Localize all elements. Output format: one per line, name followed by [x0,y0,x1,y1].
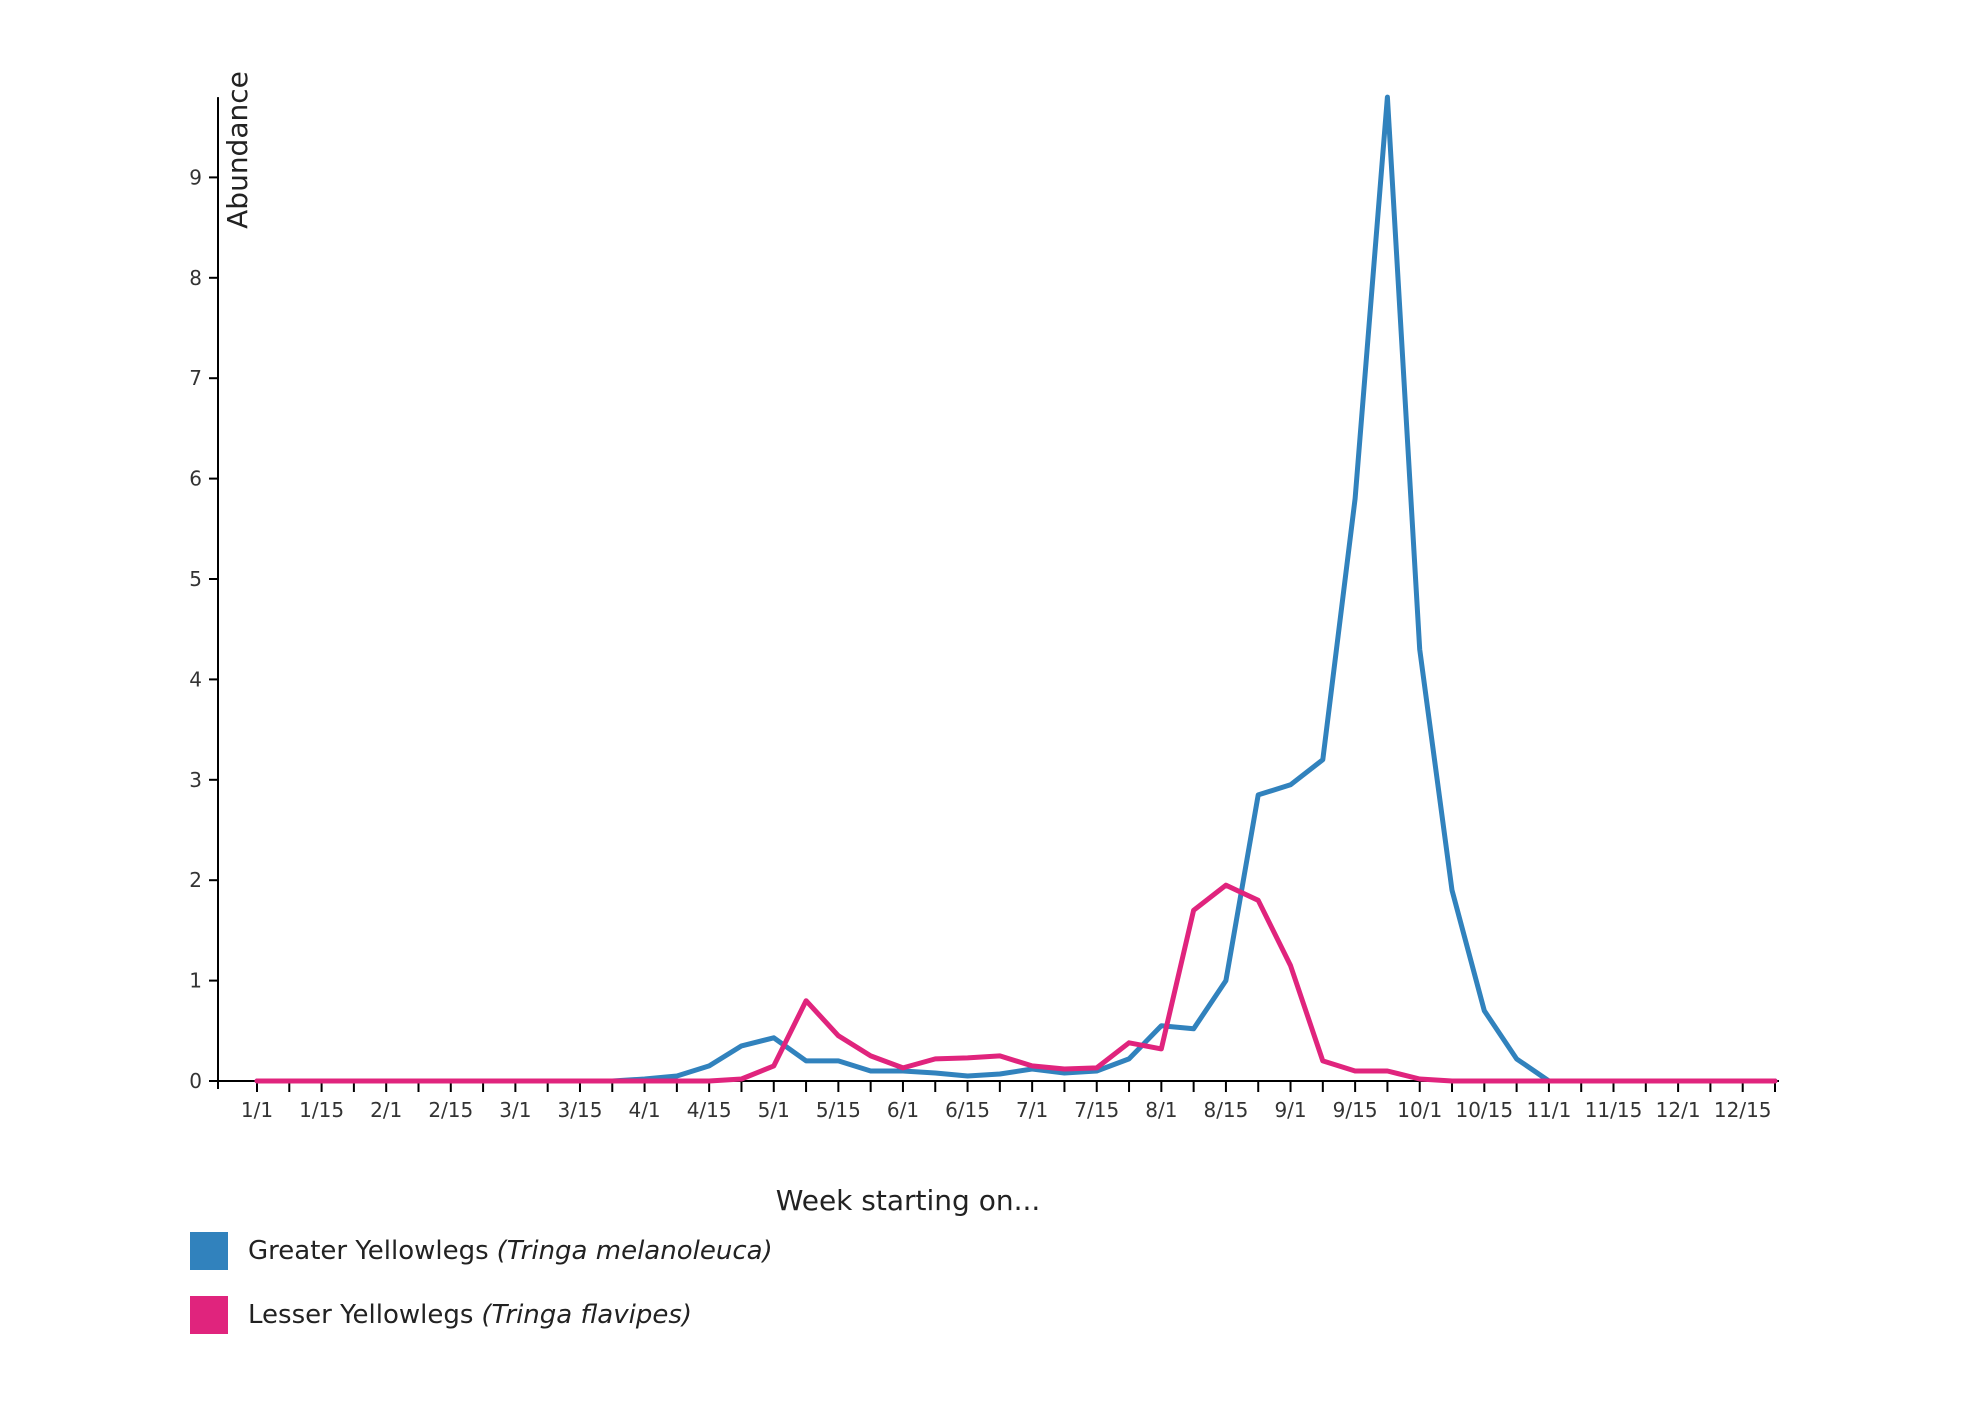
x-tick-label: 10/1 [1397,1098,1442,1122]
x-tick-label: 8/1 [1145,1098,1177,1122]
y-tick-label: 1 [189,969,202,993]
x-tick-label: 2/15 [428,1098,473,1122]
x-tick-label: 7/15 [1074,1098,1119,1122]
legend-scientific-name: (Tringa flavipes) [481,1300,693,1330]
x-tick-label: 3/15 [558,1098,603,1122]
x-tick-label: 12/1 [1656,1098,1701,1122]
y-tick-label: 2 [189,868,202,892]
x-tick-label: 1/15 [299,1098,344,1122]
x-tick-label: 9/15 [1333,1098,1378,1122]
x-axis: 1/1 1/15 2/1 2/15 3/1 3/15 4/1 4/15 5/1 5/15 6/1 6/… [218,1080,1779,1122]
y-tick-label: 4 [189,667,202,691]
x-tick-label: 11/1 [1526,1098,1571,1122]
legend-common-name: Greater Yellowlegs [248,1236,489,1266]
x-tick-label: 2/1 [370,1098,402,1122]
legend-item-lesser-yellowlegs[interactable]: Lesser Yellowlegs (Tringa flavipes) [190,1296,773,1334]
y-tick-label: 0 [189,1069,202,1093]
x-tick-label: 4/15 [687,1098,732,1122]
y-tick-label: 3 [189,768,202,792]
y-axis: 0 1 2 3 4 5 6 7 8 9 [189,97,219,1093]
x-tick-label: 6/15 [945,1098,990,1122]
series-lines [254,94,1778,1084]
x-tick-label: 1/1 [241,1098,273,1122]
x-tick-label: 9/1 [1274,1098,1306,1122]
y-axis-title: Abundance [221,71,254,229]
x-tick-label: 11/15 [1585,1098,1643,1122]
x-tick-label: 7/1 [1016,1098,1048,1122]
legend-swatch [190,1296,228,1334]
legend: Greater Yellowlegs (Tringa melanoleuca) L… [190,1232,773,1360]
y-tick-label: 7 [189,366,202,390]
legend-label: Greater Yellowlegs (Tringa melanoleuca) [248,1236,773,1266]
legend-swatch [190,1232,228,1270]
legend-item-greater-yellowlegs[interactable]: Greater Yellowlegs (Tringa melanoleuca) [190,1232,773,1270]
x-tick-label: 5/1 [758,1098,790,1122]
y-tick-label: 9 [189,165,202,189]
x-axis-title: Week starting on... [776,1184,1041,1217]
x-tick-label: 5/15 [816,1098,861,1122]
x-tick-label: 8/15 [1203,1098,1248,1122]
x-tick-label: 3/1 [499,1098,531,1122]
series-line-lesser-yellowlegs [254,882,1778,1084]
legend-scientific-name: (Tringa melanoleuca) [496,1236,773,1266]
y-tick-label: 5 [189,567,202,591]
y-tick-label: 8 [189,266,202,290]
legend-label: Lesser Yellowlegs (Tringa flavipes) [248,1300,692,1330]
x-tick-label: 10/15 [1455,1098,1513,1122]
x-tick-label: 12/15 [1714,1098,1772,1122]
series-line-greater-yellowlegs [254,94,1778,1084]
x-tick-label: 6/1 [887,1098,919,1122]
y-tick-label: 6 [189,467,202,491]
x-tick-label: 4/1 [628,1098,660,1122]
legend-common-name: Lesser Yellowlegs [248,1300,474,1330]
